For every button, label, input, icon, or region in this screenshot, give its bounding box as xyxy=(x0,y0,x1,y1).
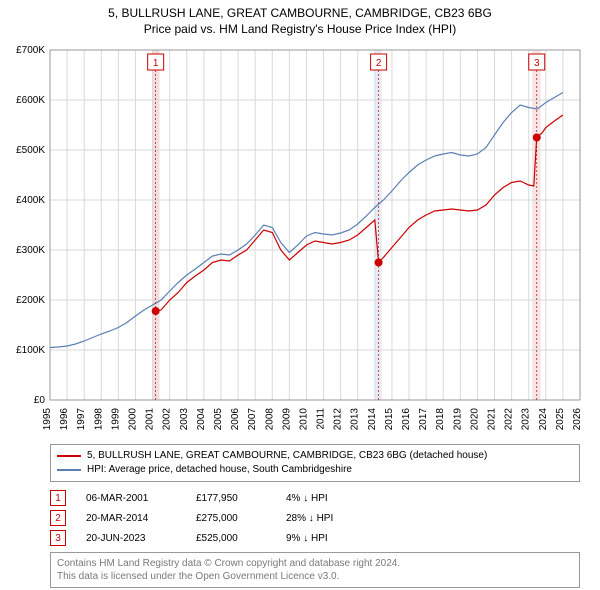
svg-text:£100K: £100K xyxy=(16,345,45,356)
marker-pct-2: 28% ↓ HPI xyxy=(286,513,376,524)
svg-text:2026: 2026 xyxy=(572,408,583,431)
svg-text:£0: £0 xyxy=(34,395,46,406)
svg-text:2025: 2025 xyxy=(555,408,566,431)
footer-box: Contains HM Land Registry data © Crown c… xyxy=(50,552,580,588)
svg-text:2004: 2004 xyxy=(196,408,207,431)
marker-box-2: 2 xyxy=(50,510,66,526)
svg-text:2009: 2009 xyxy=(281,408,292,431)
marker-date-3: 20-JUN-2023 xyxy=(86,533,176,544)
legend-box: 5, BULLRUSH LANE, GREAT CAMBOURNE, CAMBR… xyxy=(50,444,580,482)
legend-label-property: 5, BULLRUSH LANE, GREAT CAMBOURNE, CAMBR… xyxy=(87,449,487,463)
footer-line2: This data is licensed under the Open Gov… xyxy=(57,570,573,583)
marker-date-1: 06-MAR-2001 xyxy=(86,493,176,504)
svg-text:1996: 1996 xyxy=(59,408,70,431)
svg-text:2024: 2024 xyxy=(538,408,549,431)
svg-text:1995: 1995 xyxy=(42,408,53,431)
chart-area: £0 £100K £200K £300K £400K £500K £600K £700K 199… xyxy=(0,40,600,440)
marker-price-2: £275,000 xyxy=(196,513,266,524)
svg-text:2000: 2000 xyxy=(127,408,138,431)
legend-row-property: 5, BULLRUSH LANE, GREAT CAMBOURNE, CAMBR… xyxy=(57,449,573,463)
marker-row-2: 2 20-MAR-2014 £275,000 28% ↓ HPI xyxy=(50,508,580,528)
svg-text:2012: 2012 xyxy=(333,408,344,431)
svg-text:1: 1 xyxy=(153,58,159,69)
svg-text:2008: 2008 xyxy=(264,408,275,431)
svg-text:3: 3 xyxy=(534,58,540,69)
marker-row-1: 1 06-MAR-2001 £177,950 4% ↓ HPI xyxy=(50,488,580,508)
svg-text:2020: 2020 xyxy=(469,408,480,431)
footer-line1: Contains HM Land Registry data © Crown c… xyxy=(57,557,573,570)
svg-text:2015: 2015 xyxy=(384,408,395,431)
marker-table: 1 06-MAR-2001 £177,950 4% ↓ HPI 2 20-MAR… xyxy=(50,488,580,548)
svg-text:2005: 2005 xyxy=(213,408,224,431)
svg-text:2001: 2001 xyxy=(145,408,156,431)
svg-text:2014: 2014 xyxy=(367,408,378,431)
chart-title-line2: Price paid vs. HM Land Registry's House … xyxy=(0,20,600,40)
svg-text:2016: 2016 xyxy=(401,408,412,431)
svg-text:2017: 2017 xyxy=(418,408,429,431)
svg-text:2002: 2002 xyxy=(162,408,173,431)
svg-text:£300K: £300K xyxy=(16,245,45,256)
svg-text:£600K: £600K xyxy=(16,95,45,106)
svg-text:£700K: £700K xyxy=(16,45,45,56)
svg-text:2018: 2018 xyxy=(435,408,446,431)
chart-svg: £0 £100K £200K £300K £400K £500K £600K £700K 199… xyxy=(0,40,600,440)
svg-text:1999: 1999 xyxy=(110,408,121,431)
page-container: 5, BULLRUSH LANE, GREAT CAMBOURNE, CAMBR… xyxy=(0,0,600,590)
marker-date-2: 20-MAR-2014 xyxy=(86,513,176,524)
svg-text:2021: 2021 xyxy=(487,408,498,431)
legend-label-hpi: HPI: Average price, detached house, Sout… xyxy=(87,463,352,477)
svg-text:£200K: £200K xyxy=(16,295,45,306)
svg-text:2011: 2011 xyxy=(316,408,327,430)
svg-text:2022: 2022 xyxy=(504,408,515,431)
svg-text:2003: 2003 xyxy=(179,408,190,431)
legend-row-hpi: HPI: Average price, detached house, Sout… xyxy=(57,463,573,477)
chart-title-line1: 5, BULLRUSH LANE, GREAT CAMBOURNE, CAMBR… xyxy=(0,0,600,20)
svg-text:2019: 2019 xyxy=(452,408,463,431)
svg-text:£500K: £500K xyxy=(16,145,45,156)
marker-price-1: £177,950 xyxy=(196,493,266,504)
marker-box-1: 1 xyxy=(50,490,66,506)
svg-text:2023: 2023 xyxy=(521,408,532,431)
marker-row-3: 3 20-JUN-2023 £525,000 9% ↓ HPI xyxy=(50,528,580,548)
svg-text:2013: 2013 xyxy=(350,408,361,431)
marker-pct-3: 9% ↓ HPI xyxy=(286,533,376,544)
svg-text:2010: 2010 xyxy=(298,408,309,431)
svg-text:1997: 1997 xyxy=(76,408,87,431)
svg-text:2007: 2007 xyxy=(247,408,258,431)
marker-pct-1: 4% ↓ HPI xyxy=(286,493,376,504)
legend-swatch-property xyxy=(57,455,81,457)
svg-text:1998: 1998 xyxy=(93,408,104,431)
legend-swatch-hpi xyxy=(57,469,81,471)
marker-price-3: £525,000 xyxy=(196,533,266,544)
svg-text:£400K: £400K xyxy=(16,195,45,206)
svg-text:2006: 2006 xyxy=(230,408,241,431)
marker-box-3: 3 xyxy=(50,530,66,546)
svg-text:2: 2 xyxy=(376,58,382,69)
